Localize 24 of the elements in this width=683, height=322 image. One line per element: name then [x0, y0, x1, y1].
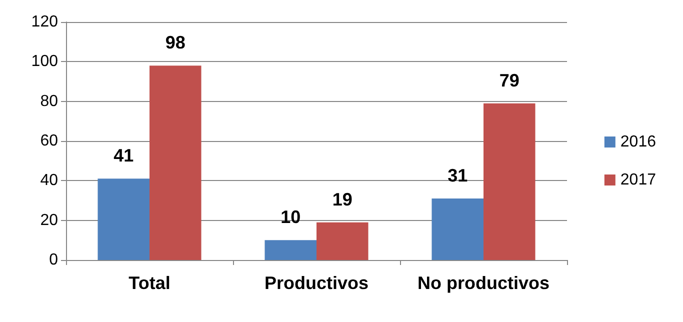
- data-label: 79: [499, 70, 520, 90]
- bar: [98, 178, 150, 260]
- data-label: 19: [332, 189, 352, 210]
- x-tick-label: No productivos: [417, 273, 550, 293]
- y-tick-label: 40: [40, 172, 58, 190]
- data-label: 10: [280, 207, 301, 228]
- x-tick-label: Total: [128, 273, 170, 293]
- x-tick-label: Productivos: [264, 273, 369, 293]
- data-label: 98: [165, 32, 186, 53]
- data-label: 31: [448, 166, 468, 186]
- legend-label: 2016: [620, 134, 656, 150]
- y-tick-label: 20: [40, 212, 58, 229]
- y-tick-label: 0: [49, 252, 58, 268]
- legend-label: 2017: [620, 172, 656, 188]
- y-tick-label: 60: [40, 132, 58, 150]
- bar: [264, 240, 316, 260]
- bar: [432, 198, 484, 260]
- y-tick-label: 120: [31, 14, 58, 30]
- bar: [484, 103, 536, 260]
- y-tick-label: 80: [40, 92, 58, 110]
- data-label: 41: [114, 146, 134, 166]
- y-tick-label: 100: [31, 53, 58, 70]
- bar: [316, 222, 368, 260]
- bar: [150, 66, 202, 260]
